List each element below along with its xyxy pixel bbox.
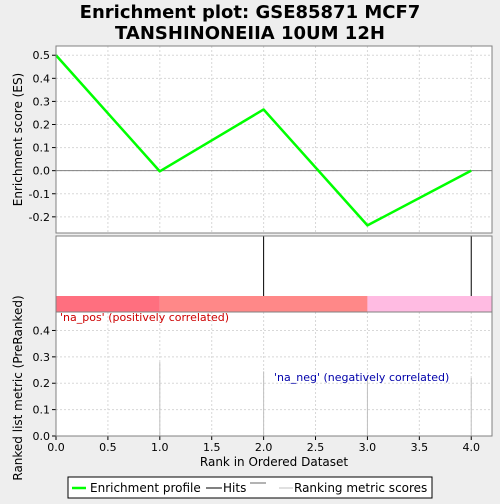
metric-y-tick-label: 0.2 xyxy=(33,377,51,390)
color-bar-segment xyxy=(160,296,368,312)
es-y-tick-label: 0.0 xyxy=(33,165,51,178)
es-y-tick-label: 0.1 xyxy=(33,142,51,155)
metric-y-tick-label: 0.1 xyxy=(33,404,51,417)
x-tick-label: 0.5 xyxy=(99,441,117,454)
es-y-tick-label: 0.3 xyxy=(33,95,51,108)
x-tick-label: 3.0 xyxy=(359,441,377,454)
chart-title-line: Enrichment plot: GSE85871 MCF7 xyxy=(80,2,421,23)
es-y-axis-label: Enrichment score (ES) xyxy=(11,73,25,206)
legend: Enrichment profile Hits Ranking metric sco… xyxy=(68,477,432,498)
legend-label: Hits xyxy=(223,481,246,495)
legend-label: Enrichment profile xyxy=(90,481,201,495)
x-tick-label: 1.5 xyxy=(203,441,221,454)
es-y-tick-label: -0.1 xyxy=(29,188,50,201)
es-y-tick-label: 0.5 xyxy=(33,49,51,62)
metric-y-tick-label: 0.3 xyxy=(33,351,51,364)
x-tick-label: 0.0 xyxy=(47,441,65,454)
x-axis-label: Rank in Ordered Dataset xyxy=(200,455,348,469)
metric-y-tick-label: 0.4 xyxy=(33,324,51,337)
x-tick-label: 2.5 xyxy=(307,441,325,454)
annotation-negative: 'na_neg' (negatively correlated) xyxy=(274,371,449,384)
es-y-tick-label: 0.2 xyxy=(33,118,51,131)
x-tick-label: 2.0 xyxy=(255,441,273,454)
es-panel-background xyxy=(56,46,492,233)
es-y-tick-label: -0.2 xyxy=(29,211,50,224)
x-tick-label: 1.0 xyxy=(151,441,169,454)
x-tick-label: 3.5 xyxy=(411,441,429,454)
legend-label: Ranking metric scores xyxy=(294,481,427,495)
annotation-positive: 'na_pos' (positively correlated) xyxy=(60,311,229,324)
x-tick-label: 4.0 xyxy=(462,441,480,454)
color-bar-segment xyxy=(56,296,160,312)
hits-panel-background xyxy=(56,236,492,296)
metric-y-axis-label: Ranked list metric (PreRanked) xyxy=(11,295,25,480)
es-y-tick-label: 0.4 xyxy=(33,72,51,85)
chart-title-line: TANSHINONEIIA 10UM 12H xyxy=(115,23,385,44)
color-bar-segment xyxy=(367,296,492,312)
